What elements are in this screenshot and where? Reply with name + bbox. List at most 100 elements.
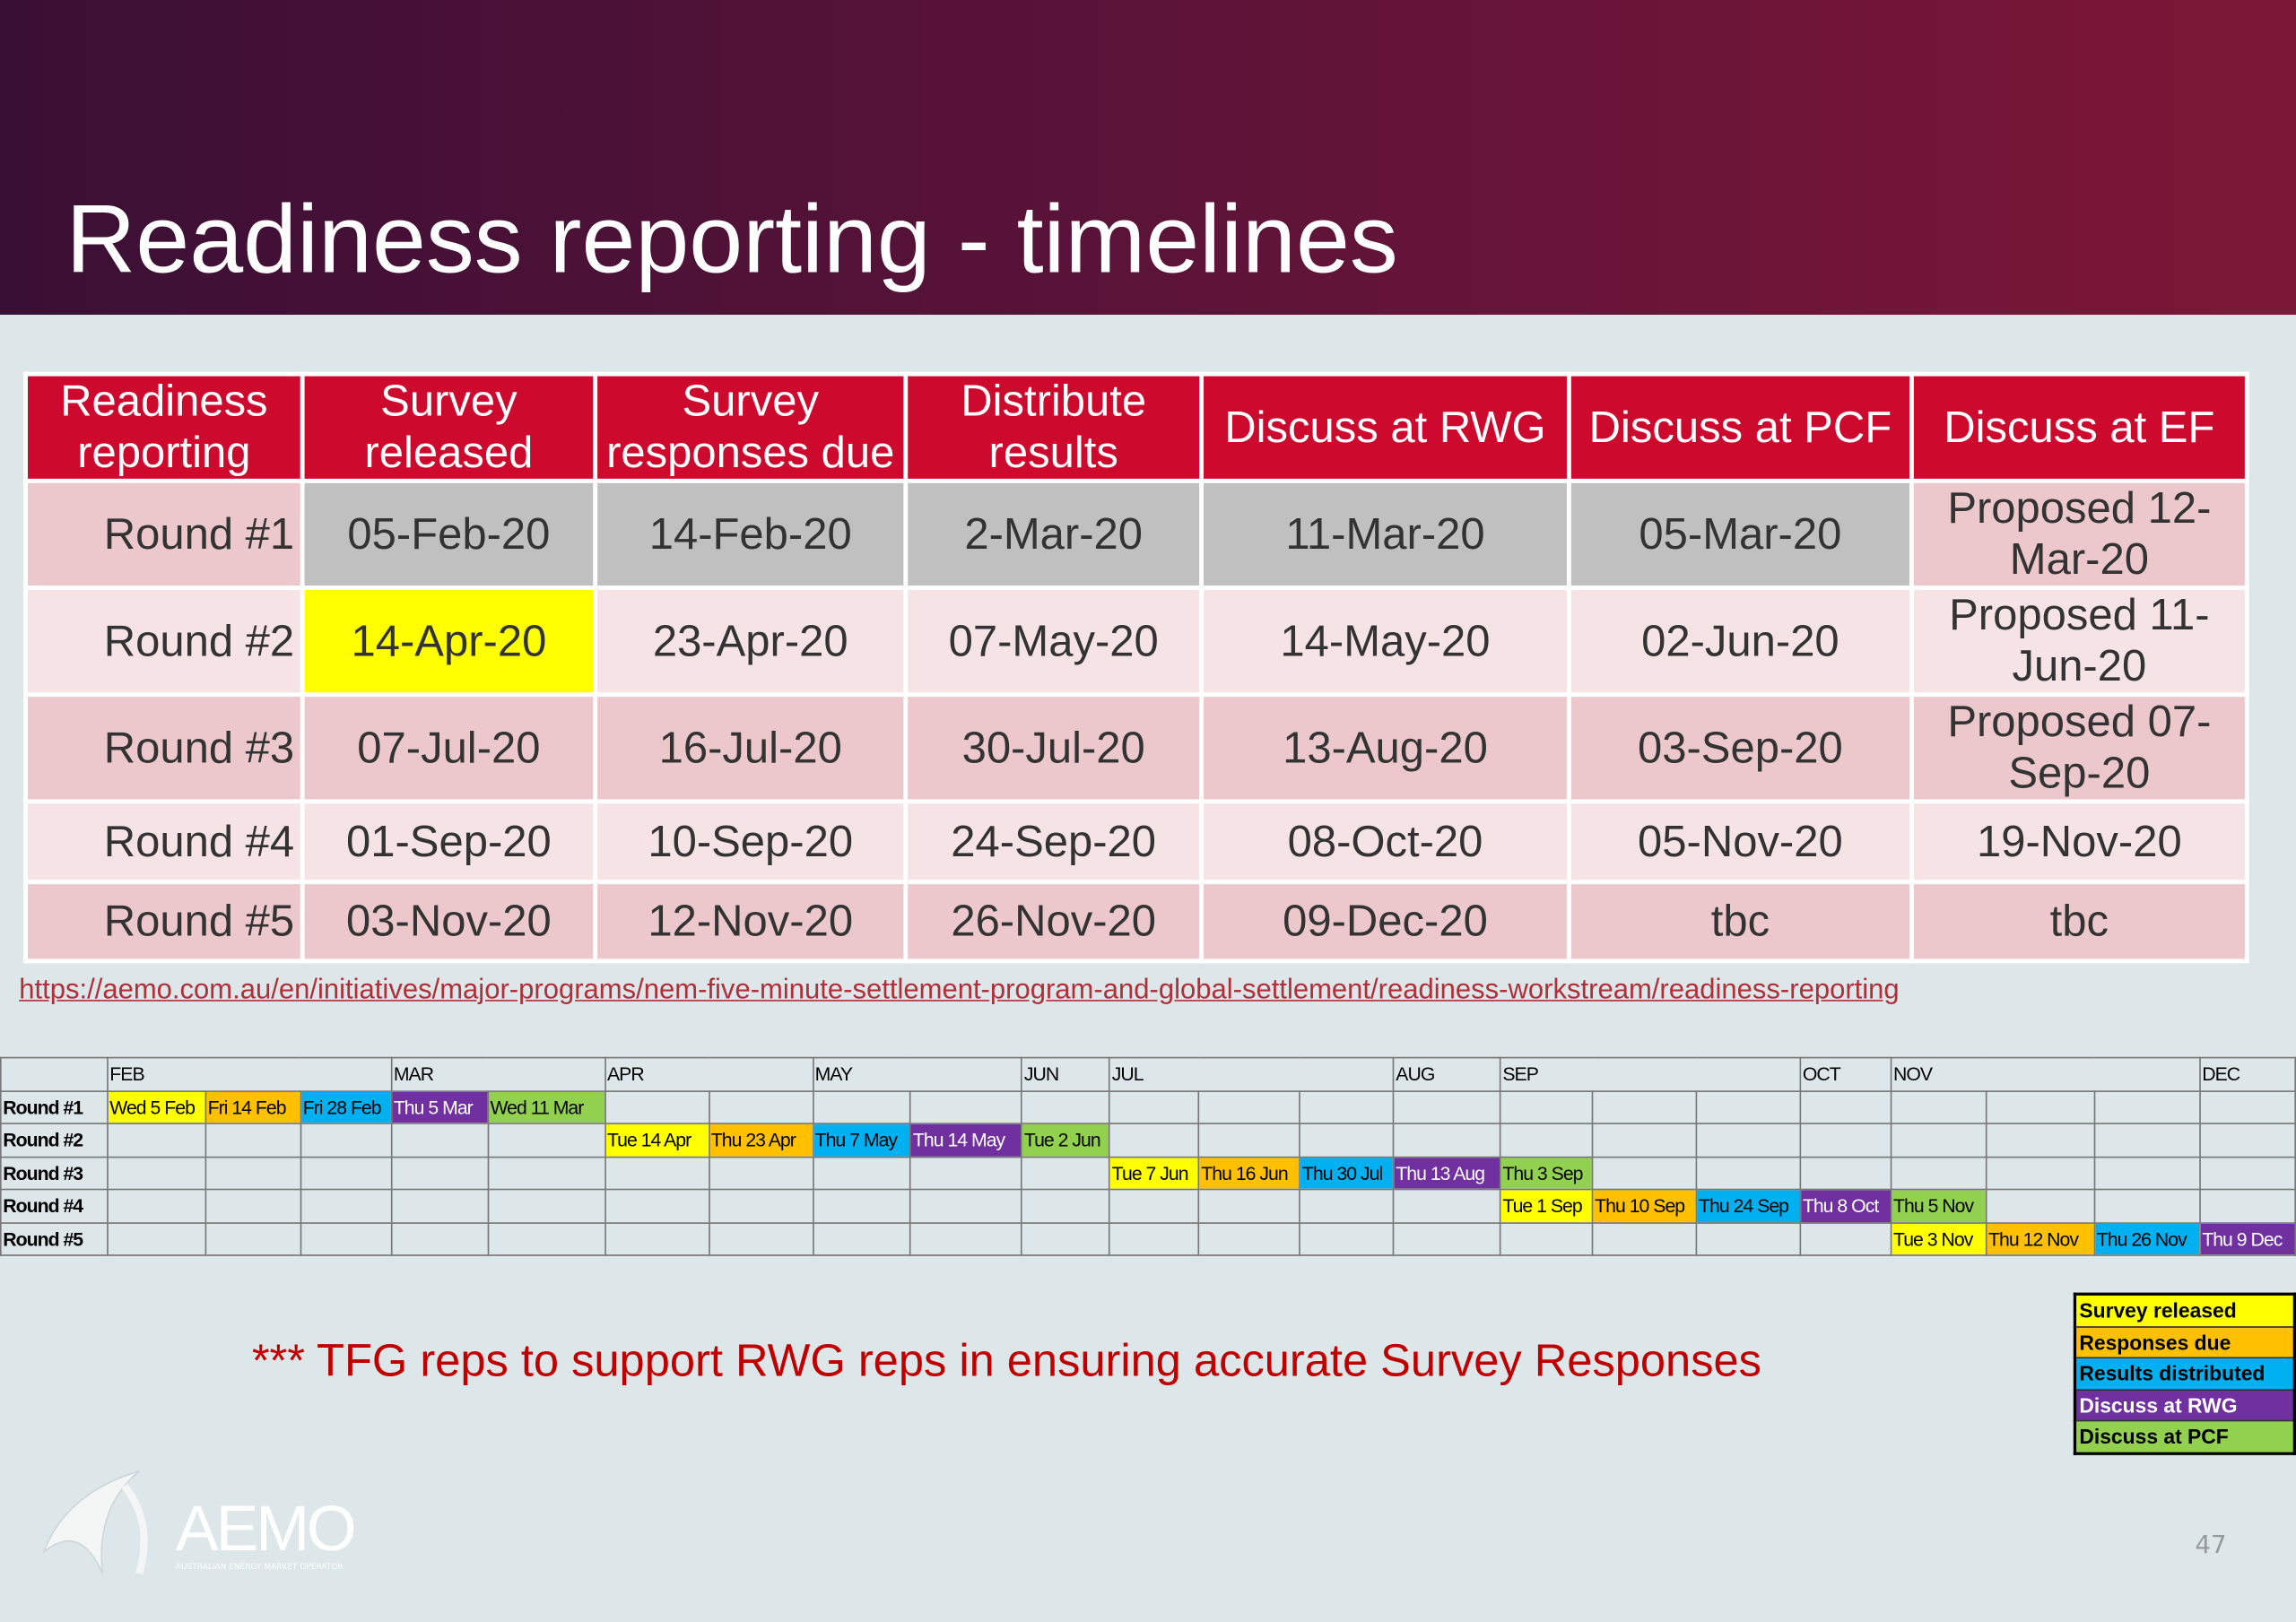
table-cell: 14-May-20 [1199, 585, 1571, 698]
empty-cell [812, 1089, 912, 1124]
table-cell: Proposed 07-Sep-20 [1909, 692, 2249, 804]
table-cell: 09-Dec-20 [1199, 880, 1571, 964]
gantt-row: Round #5 Tue 3 Nov Thu 12 Nov Thu 26 Nov Thu… [0, 1221, 2296, 1256]
gantt-cell: Wed 11 Mar [487, 1089, 606, 1124]
empty-cell [300, 1155, 393, 1191]
empty-cell [487, 1221, 606, 1256]
table-row: Round #3 07-Jul-20 16-Jul-20 30-Jul-20 13-Au… [23, 692, 2249, 804]
empty-cell [1985, 1188, 2096, 1224]
table-cell: Proposed 12-Mar-20 [1909, 478, 2249, 590]
gantt-cell: Fri 14 Feb [204, 1089, 302, 1124]
round-label: Round #4 [0, 1188, 109, 1224]
gantt-table: FEB MAR APR MAY JUN JUL AUG SEP OCT NOV DEC Round #… [0, 1056, 2296, 1256]
empty-cell [487, 1155, 606, 1191]
legend-row: Discuss at PCF [2074, 1419, 2296, 1454]
gantt-cell: Thu 10 Sep [1591, 1188, 1698, 1224]
gantt-cell: Tue 14 Apr [604, 1123, 710, 1158]
empty-cell [1021, 1221, 1111, 1256]
table-cell: 24-Sep-20 [903, 799, 1205, 885]
link[interactable]: https://aemo.com.au/en/initiatives/major… [19, 975, 1900, 1006]
table-cell: 2-Mar-20 [903, 478, 1205, 590]
gantt-cell: Thu 30 Jul [1299, 1155, 1395, 1191]
empty-cell [1591, 1123, 1698, 1158]
table-cell: 10-Sep-20 [593, 799, 909, 885]
empty-cell [2198, 1089, 2296, 1124]
empty-cell [909, 1155, 1023, 1191]
month-label: MAR [390, 1056, 606, 1092]
empty-cell [1591, 1155, 1698, 1191]
gantt-cell: Thu 5 Mar [390, 1089, 489, 1124]
legend-item: Discuss at RWG [2074, 1388, 2296, 1422]
table-cell: 14-Apr-20 [300, 585, 598, 698]
empty-cell [1695, 1089, 1802, 1124]
round-label: Round #3 [0, 1155, 109, 1191]
empty-cell [1500, 1123, 1594, 1158]
empty-cell [390, 1123, 489, 1158]
gantt-cell: Thu 23 Apr [708, 1123, 813, 1158]
empty-cell [1799, 1155, 1892, 1191]
table-cell: 05-Mar-20 [1566, 478, 1914, 590]
empty-cell [1109, 1123, 1200, 1158]
empty-cell [604, 1221, 710, 1256]
empty-cell [300, 1123, 393, 1158]
month-label: JUN [1021, 1056, 1111, 1092]
empty-cell [708, 1155, 813, 1191]
gantt-row: Round #2 Tue 14 Apr Thu 23 Apr Thu 7 May Thu… [0, 1123, 2296, 1158]
empty-cell [1799, 1089, 1892, 1124]
legend-item: Discuss at PCF [2074, 1419, 2296, 1454]
gantt-cell: Thu 7 May [812, 1123, 912, 1158]
empty-cell [1393, 1089, 1501, 1124]
empty-cell [1890, 1123, 1987, 1158]
header-cell: Survey responses due [593, 371, 909, 483]
empty-cell [708, 1221, 813, 1256]
empty-cell [204, 1123, 302, 1158]
empty-cell [300, 1188, 393, 1224]
empty-cell [812, 1221, 912, 1256]
table-cell: 03-Sep-20 [1566, 692, 1914, 804]
empty-cell [2198, 1188, 2296, 1224]
logo-name: AEMO [175, 1493, 357, 1566]
header-cell: Survey released [300, 371, 598, 483]
legend-row: Responses due [2074, 1325, 2296, 1359]
table-cell: tbc [1909, 880, 2249, 964]
empty-cell [204, 1221, 302, 1256]
empty-cell [1799, 1221, 1892, 1256]
gantt-cell: Tue 7 Jun [1109, 1155, 1200, 1191]
header-cell: Discuss at PCF [1566, 371, 1914, 483]
table-cell: 07-May-20 [903, 585, 1205, 698]
gantt-cell: Tue 2 Jun [1021, 1123, 1111, 1158]
empty-cell [300, 1221, 393, 1256]
slide-title: Readiness reporting - timelines [65, 184, 1398, 293]
empty-cell [107, 1123, 206, 1158]
empty-cell [1198, 1123, 1301, 1158]
empty-cell [390, 1221, 489, 1256]
table-cell: Proposed 11-Jun-20 [1909, 585, 2249, 698]
header-cell: Discuss at RWG [1199, 371, 1571, 483]
table-cell: Round #4 [23, 799, 305, 885]
empty-cell [1299, 1221, 1395, 1256]
empty-cell [107, 1188, 206, 1224]
empty-cell [1393, 1188, 1501, 1224]
month-label: SEP [1500, 1056, 1802, 1092]
empty-cell [2093, 1123, 2201, 1158]
empty-cell [1985, 1123, 2096, 1158]
title-band [0, 0, 2296, 316]
gantt-cell: Thu 3 Sep [1500, 1155, 1594, 1191]
empty-cell [1500, 1089, 1594, 1124]
table-cell: 01-Sep-20 [300, 799, 598, 885]
table-cell: 16-Jul-20 [593, 692, 909, 804]
header-cell: Readiness reporting [23, 371, 305, 483]
empty-cell [1695, 1221, 1802, 1256]
empty-cell [604, 1188, 710, 1224]
table-cell: 13-Aug-20 [1199, 692, 1571, 804]
empty-cell [1109, 1221, 1200, 1256]
table-cell: 05-Feb-20 [300, 478, 598, 590]
empty-cell [812, 1188, 912, 1224]
empty-cell [1985, 1155, 2096, 1191]
legend-item: Responses due [2074, 1325, 2296, 1359]
gantt-cell: Fri 28 Feb [300, 1089, 393, 1124]
table-cell: tbc [1566, 880, 1914, 964]
legend-row: Results distributed [2074, 1357, 2296, 1391]
empty-cell [204, 1155, 302, 1191]
